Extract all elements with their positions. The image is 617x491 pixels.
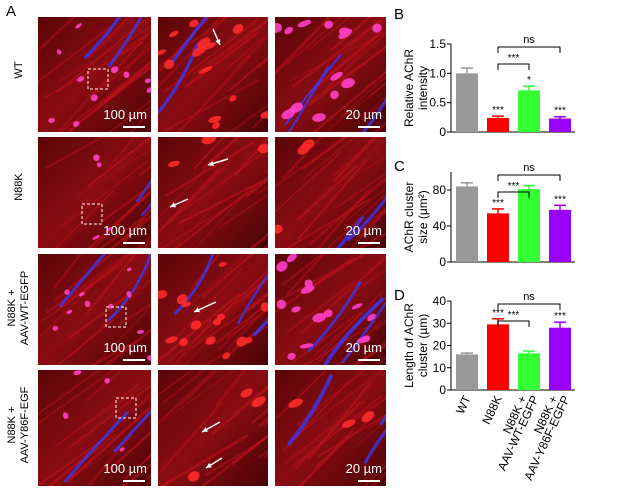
bracket-label: ns xyxy=(523,162,535,174)
scale-bar-label: 100 µm xyxy=(103,461,147,476)
micrograph-r3-c1: 100 µm xyxy=(38,254,151,365)
significance-label: *** xyxy=(492,308,504,319)
significance-label: * xyxy=(527,75,531,86)
bar-c-1 xyxy=(456,186,478,262)
significance-label: *** xyxy=(554,106,566,117)
y-tick-label: 1.0 xyxy=(429,66,446,80)
bar-c-3 xyxy=(518,189,540,262)
bar-c-4 xyxy=(549,209,571,262)
scale-bar xyxy=(358,126,380,128)
x-tick-label: WT xyxy=(453,393,474,416)
comparison-bracket xyxy=(497,174,561,181)
scale-bar-label: 100 µm xyxy=(103,107,147,122)
significance-label: *** xyxy=(492,198,504,209)
arrow-marker xyxy=(193,301,217,313)
scale-bar xyxy=(123,126,145,128)
scale-bar-label: 100 µm xyxy=(103,223,147,238)
bar-c-2 xyxy=(487,213,509,262)
bar-d-3 xyxy=(518,353,540,390)
comparison-bracket xyxy=(497,320,530,327)
scale-bar-label: 20 µm xyxy=(345,461,382,476)
scale-bar-label: 20 µm xyxy=(345,340,382,355)
arrow-marker xyxy=(205,457,223,469)
y-tick-label: 0 xyxy=(439,125,446,139)
scale-bar xyxy=(358,359,380,361)
y-axis-label: Length of AChR xyxy=(402,303,416,388)
bracket-label: ns xyxy=(523,291,535,303)
significance-label: *** xyxy=(554,194,566,205)
bracket-label: *** xyxy=(508,53,520,64)
significance-label: *** xyxy=(554,311,566,322)
scale-bar-label: 100 µm xyxy=(103,340,147,355)
y-axis-label: cluster (µm) xyxy=(416,314,430,378)
micrograph-r1-c1: 100 µm xyxy=(38,17,151,132)
arrow-marker xyxy=(201,421,221,433)
micrograph-r1-c3: 20 µm xyxy=(275,17,386,132)
bracket-label: *** xyxy=(508,310,520,321)
y-tick-label: 0 xyxy=(439,255,446,269)
y-tick-label: 30 xyxy=(433,316,447,330)
bar-b-3 xyxy=(518,90,540,132)
micrograph-r1-c2 xyxy=(158,17,268,132)
micrograph-r4-c3: 20 µm xyxy=(275,370,386,486)
comparison-bracket xyxy=(497,63,530,70)
bar-d-2 xyxy=(487,324,509,390)
y-axis-label: size (μm²) xyxy=(416,190,430,244)
micrograph-r2-c2 xyxy=(158,137,268,248)
y-tick-label: 40 xyxy=(433,219,447,233)
arrow-marker xyxy=(169,198,189,208)
bar-d-4 xyxy=(549,327,571,390)
panel-label-d: D xyxy=(394,287,405,304)
bar-b-1 xyxy=(456,73,478,132)
micrograph-r4-c2 xyxy=(158,370,268,486)
scale-bar xyxy=(123,242,145,244)
y-tick-label: 0 xyxy=(439,383,446,397)
significance-label: *** xyxy=(492,105,504,116)
bracket-label: *** xyxy=(508,181,520,192)
bar-b-4 xyxy=(549,118,571,132)
bracket-label: ns xyxy=(523,34,535,46)
bar-d-1 xyxy=(456,354,478,390)
scale-bar-label: 20 µm xyxy=(345,107,382,122)
y-axis-label: Relative AChR xyxy=(402,49,416,127)
scale-bar xyxy=(123,480,145,482)
arrow-marker xyxy=(207,158,229,166)
micrograph-r3-c3: 20 µm xyxy=(275,254,386,365)
y-tick-label: 0.5 xyxy=(429,96,446,110)
comparison-bracket xyxy=(497,191,530,198)
arrow-marker xyxy=(212,28,221,46)
y-tick-label: 20 xyxy=(433,339,447,353)
micrograph-r2-c3: 20 µm xyxy=(275,137,386,248)
comparison-bracket xyxy=(497,46,561,53)
y-axis-label: AChR cluster xyxy=(402,182,416,253)
scale-bar xyxy=(358,480,380,482)
y-axis-label: intensity xyxy=(416,66,430,110)
y-tick-label: 40 xyxy=(433,294,447,308)
scale-bar-label: 20 µm xyxy=(345,223,382,238)
y-tick-label: 10 xyxy=(433,361,447,375)
panel-label-c: C xyxy=(394,158,405,175)
micrograph-r3-c2 xyxy=(158,254,268,365)
scale-bar xyxy=(123,359,145,361)
y-tick-label: 1.5 xyxy=(429,37,446,51)
panel-label-a: A xyxy=(6,3,17,20)
scale-bar xyxy=(358,242,380,244)
x-tick-label: N88K xyxy=(479,393,504,426)
y-tick-label: 80 xyxy=(433,183,447,197)
bar-b-2 xyxy=(487,117,509,132)
micrograph-r4-c1: 100 µm xyxy=(38,370,151,486)
micrograph-r2-c1: 100 µm xyxy=(38,137,151,248)
comparison-bracket xyxy=(497,303,561,310)
panel-label-b: B xyxy=(394,6,405,23)
